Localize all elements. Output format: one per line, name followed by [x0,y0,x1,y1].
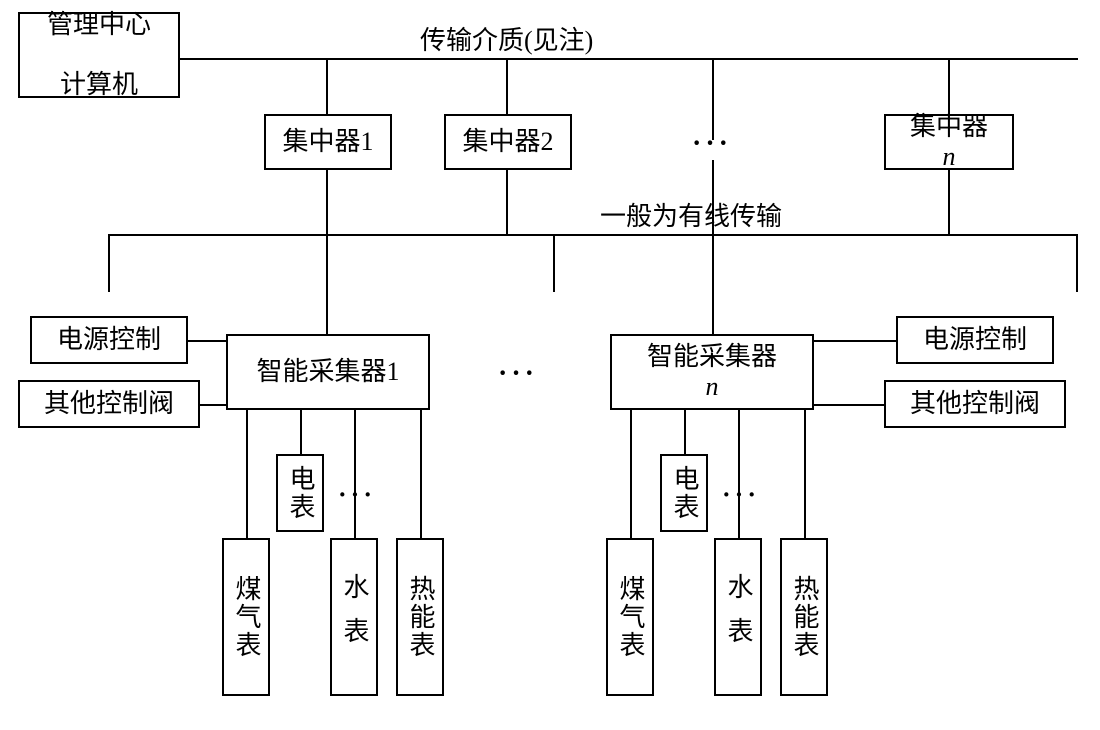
valve-control-left-text: 其他控制阀 [44,389,174,419]
c1-to-midbus [326,170,328,234]
meters-left-ellipsis: ··· [338,480,376,510]
cn-drop-heat [804,410,806,538]
gas-meter-left-box: 煤气表 [222,538,270,696]
heat-meter-right-text: 热能表 [789,575,819,659]
c1-drop-elec [300,410,302,454]
elec-meter-right-box: 电表 [660,454,708,532]
midbus-to-collector-n [712,234,714,334]
power-left-connector [188,340,226,342]
power-control-left-box: 电源控制 [30,316,188,364]
collector-n-box: 智能采集器n [610,334,814,410]
water-meter-left-text: 水表 [339,573,369,661]
water-meter-right-box: 水表 [714,538,762,696]
wired-transmission-label: 一般为有线传输 [600,196,782,233]
c1-drop-gas [246,410,248,538]
heat-meter-left-box: 热能表 [396,538,444,696]
gas-meter-right-box: 煤气表 [606,538,654,696]
collector-n-text: 智能采集器n [647,342,777,402]
meters-left-ellipsis-text: ··· [338,480,376,509]
management-center-line2: 计算机 [47,70,151,100]
cn-to-midbus [948,170,950,234]
collector-n-prefix: 智能采集器 [647,342,777,372]
valve-control-right-text: 其他控制阀 [910,389,1040,419]
concentrator-2-box: 集中器2 [444,114,572,170]
collector-1-box: 智能采集器1 [226,334,430,410]
collector-ellipsis: ··· [498,358,538,390]
collector-1-text: 智能采集器1 [256,357,399,387]
management-center-box: 管理中心 计算机 [18,12,180,98]
valve-left-connector [200,404,226,406]
drop-to-cn [948,58,950,114]
c1-drop-water [354,410,356,538]
dots-to-midbus [712,160,714,234]
concentrator-ellipsis-text: ··· [692,128,732,159]
valve-control-right-box: 其他控制阀 [884,380,1066,428]
heat-meter-left-text: 热能表 [405,575,435,659]
concentrator-2-text: 集中器2 [462,127,553,157]
diagram-canvas: 传输介质(见注) 管理中心 计算机 集中器1 集中器2 ··· 集中器n 一般为… [0,0,1100,730]
concentrator-ellipsis: ··· [692,128,732,160]
management-center-line1: 管理中心 [47,10,151,40]
drop-to-c2 [506,58,508,114]
top-bus-line [180,58,1078,60]
transmission-label-text: 传输介质(见注) [420,26,593,55]
concentrator-n-var: n [910,142,988,172]
mid-bus-line [108,234,1078,236]
c1-drop-heat [420,410,422,538]
power-right-connector [814,340,896,342]
elec-meter-right-text: 电表 [669,465,699,521]
cn-drop-gas [630,410,632,538]
c2-to-midbus [506,170,508,234]
concentrator-1-text: 集中器1 [282,127,373,157]
power-control-right-box: 电源控制 [896,316,1054,364]
management-center-text: 管理中心 计算机 [47,10,151,100]
elec-meter-left-box: 电表 [276,454,324,532]
collector-n-var: n [647,372,777,402]
valve-right-connector [814,404,884,406]
power-control-left-text: 电源控制 [57,325,161,355]
meters-right-ellipsis: ··· [722,480,760,510]
wired-transmission-text: 一般为有线传输 [600,202,782,231]
collector-ellipsis-text: ··· [498,358,538,389]
water-meter-left-box: 水表 [330,538,378,696]
concentrator-n-text: 集中器n [910,112,988,172]
transmission-label: 传输介质(见注) [420,20,593,57]
gas-meter-right-text: 煤气表 [615,575,645,659]
elec-meter-left-text: 电表 [285,465,315,521]
midbus-right-drop [1076,234,1078,292]
cn-drop-elec [684,410,686,454]
concentrator-n-prefix: 集中器 [910,112,988,142]
water-meter-right-text: 水表 [723,573,753,661]
valve-control-left-box: 其他控制阀 [18,380,200,428]
cn-drop-water [738,410,740,538]
concentrator-1-box: 集中器1 [264,114,392,170]
midbus-left-drop [108,234,110,292]
power-control-right-text: 电源控制 [923,325,1027,355]
heat-meter-right-box: 热能表 [780,538,828,696]
midbus-center-drop [553,234,555,292]
meters-right-ellipsis-text: ··· [722,480,760,509]
gas-meter-left-text: 煤气表 [231,575,261,659]
drop-to-c1 [326,58,328,114]
concentrator-n-box: 集中器n [884,114,1014,170]
midbus-to-collector1 [326,234,328,334]
